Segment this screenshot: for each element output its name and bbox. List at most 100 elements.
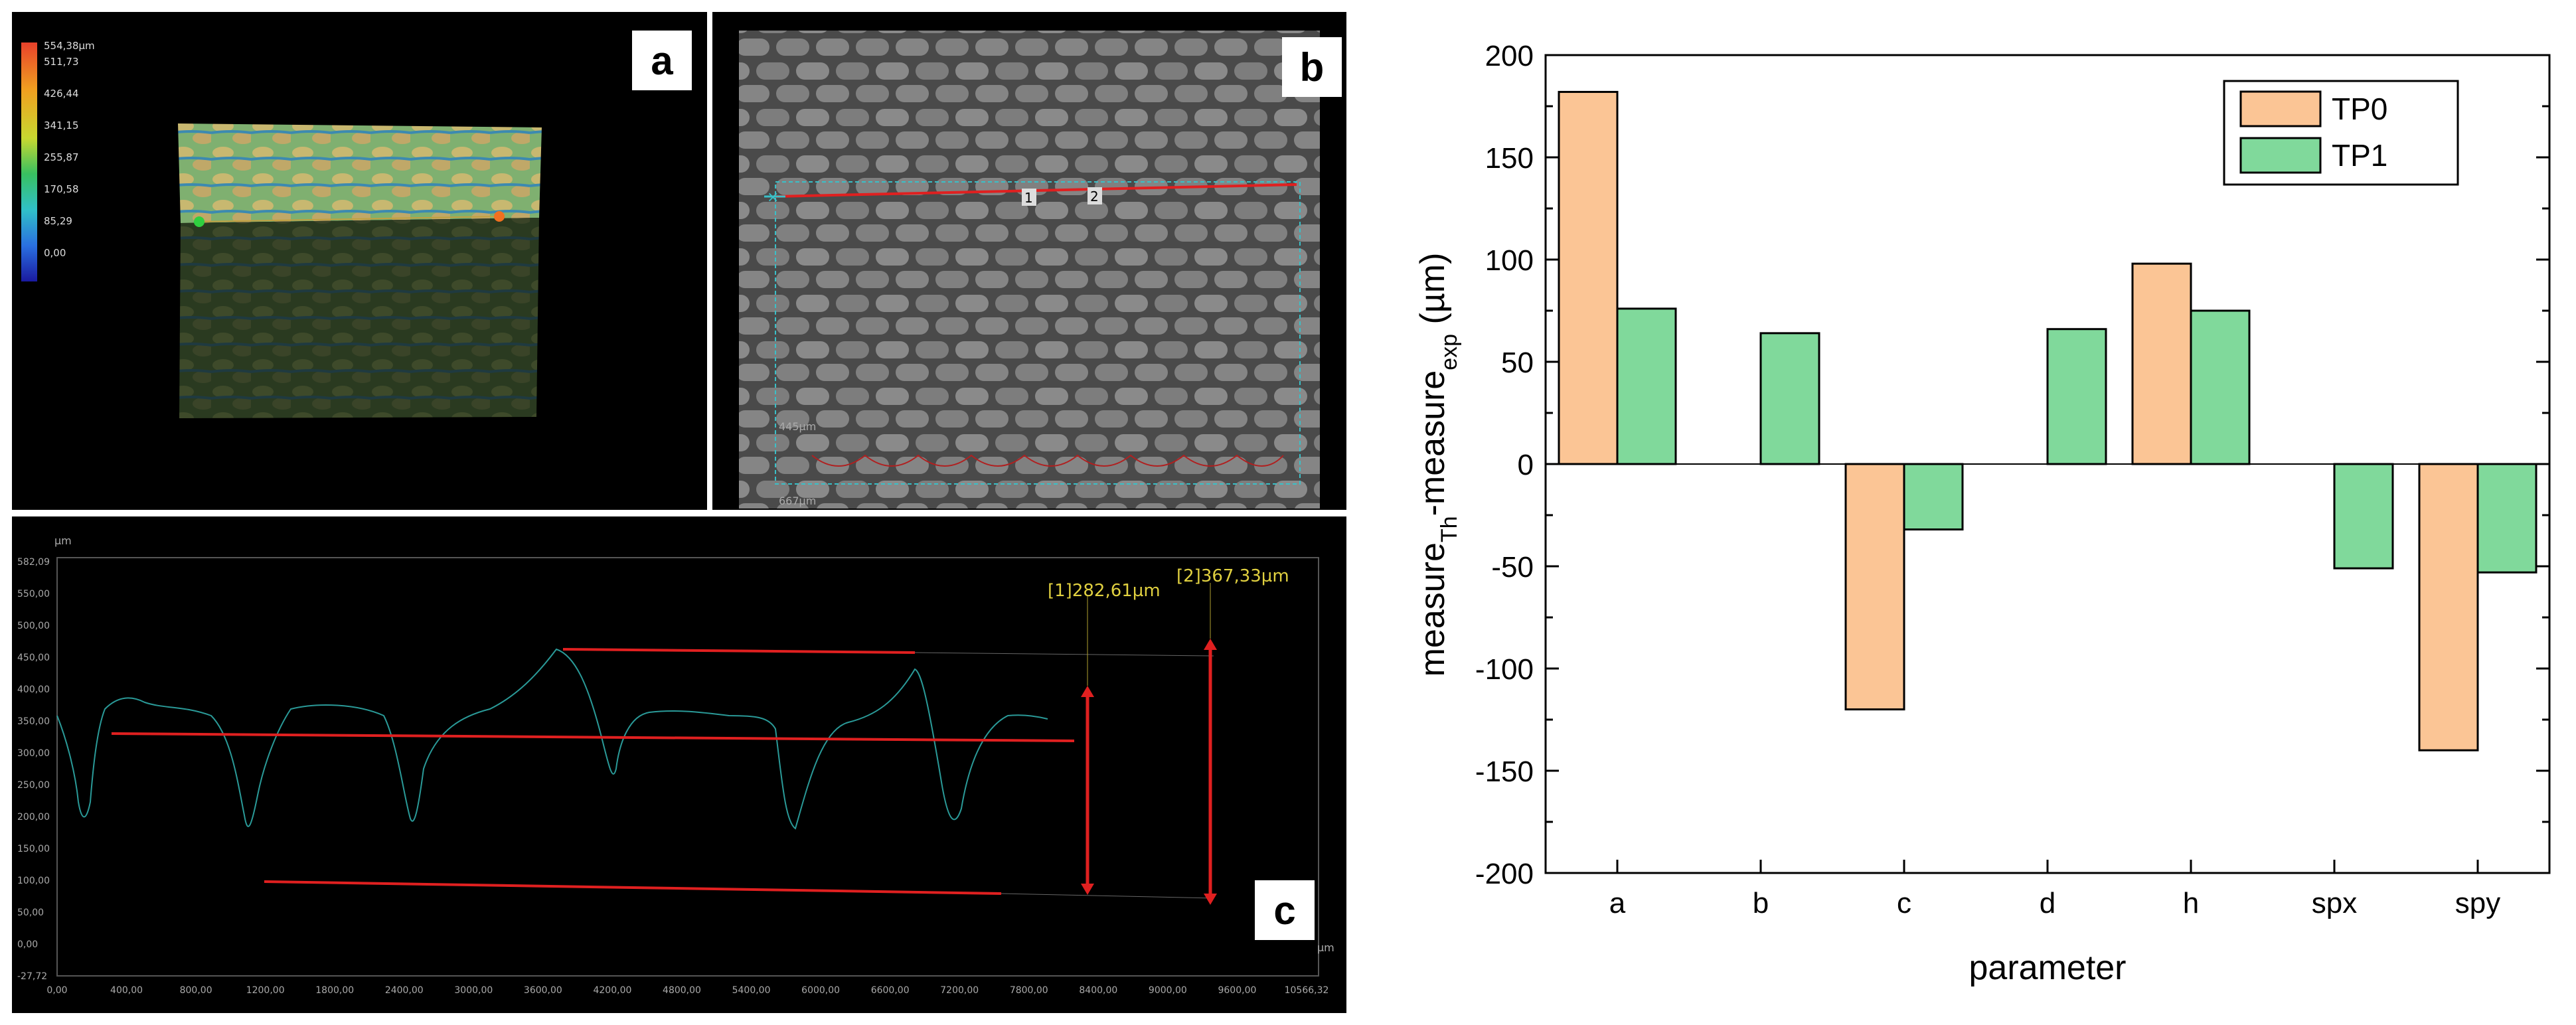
profile-x-tick: 10566,32 xyxy=(1285,985,1329,996)
optical-image-graphic: × 1 2 445µm 667µm xyxy=(739,31,1320,509)
profile-x-tick: 7800,00 xyxy=(1010,985,1048,996)
y-tick-label: 50 xyxy=(1501,347,1534,379)
bar-tp0-a xyxy=(1558,90,1619,465)
y-tick-label: 200 xyxy=(1485,40,1534,72)
profile-end-point xyxy=(494,211,505,222)
top-reference-line xyxy=(562,648,916,654)
surface-bottom xyxy=(179,218,539,418)
y-tick-label: -100 xyxy=(1475,653,1534,686)
bar-tp1-c xyxy=(1903,463,1964,531)
profile-y-tick: 200,00 xyxy=(17,812,50,823)
legend-swatch-tp1 xyxy=(2239,137,2322,174)
colorbar-label: 255,87 xyxy=(44,151,79,163)
profile-y-tick: 550,00 xyxy=(17,589,50,599)
bar-tp1-a xyxy=(1616,307,1677,465)
panel-a-height-map: 554,38µm 511,73 426,44 341,15 255,87 170,58 85… xyxy=(12,12,707,510)
y-tick-label: 100 xyxy=(1485,244,1534,277)
x-tick-label: spx xyxy=(2312,887,2357,919)
svg-text:×: × xyxy=(767,189,779,206)
profile-x-tick: 3000,00 xyxy=(454,985,493,996)
profile-x-tick: 9000,00 xyxy=(1149,985,1187,996)
x-tick-label: spy xyxy=(2455,887,2500,919)
bar-tp1-spy xyxy=(2476,463,2537,574)
profile-x-tick: 3600,00 xyxy=(524,985,562,996)
profile-y-tick: 350,00 xyxy=(17,716,50,727)
profile-y-tick: 300,00 xyxy=(17,748,50,759)
profile-y-tick: 150,00 xyxy=(17,844,50,854)
colorbar-label: 341,15 xyxy=(44,119,79,131)
panel-b-tag: b xyxy=(1282,37,1342,97)
profile-start-point xyxy=(194,216,204,227)
profile-x-tick: 6600,00 xyxy=(871,985,910,996)
profile-x-tick: 5400,00 xyxy=(732,985,771,996)
colorbar-label: 0,00 xyxy=(44,247,66,259)
colorbar xyxy=(21,42,37,281)
x-tick-label: a xyxy=(1609,887,1626,919)
bar-tp0-spy xyxy=(2418,463,2479,751)
scale-label-2: 667µm xyxy=(779,495,816,507)
profile-x-tick: 1200,00 xyxy=(246,985,285,996)
colorbar-labels: 554,38µm 511,73 426,44 341,15 255,87 170,58 85… xyxy=(44,40,95,259)
profile-y-ticks: 582,09 550,00 500,00 450,00 400,00 350,00 300,… xyxy=(17,557,50,982)
profile-y-tick: 582,09 xyxy=(17,557,50,568)
panel-a-tag: a xyxy=(632,31,692,90)
lower-reference-line xyxy=(264,880,1002,895)
bar-tp1-d xyxy=(2046,328,2107,465)
profile-y-tick: 50,00 xyxy=(17,907,44,918)
profile-x-unit: µm xyxy=(1317,941,1334,954)
x-tick-label: c xyxy=(1897,887,1911,919)
profile-y-tick: 100,00 xyxy=(17,876,50,886)
legend-swatch-tp0 xyxy=(2239,90,2322,127)
surface-top xyxy=(178,123,542,223)
colorbar-label: 85,29 xyxy=(44,215,72,227)
y-tick-label: -150 xyxy=(1475,755,1534,788)
marker-2: 2 xyxy=(1090,189,1099,204)
y-tick-label: -200 xyxy=(1475,858,1534,890)
colorbar-label: 426,44 xyxy=(44,88,79,100)
bars xyxy=(1558,90,2537,751)
profile-y-tick: 450,00 xyxy=(17,653,50,663)
profile-plot-area xyxy=(56,557,1319,977)
colorbar-label: 170,58 xyxy=(44,183,79,195)
profile-x-tick: 800,00 xyxy=(180,985,212,996)
profile-x-tick: 4800,00 xyxy=(663,985,701,996)
colorbar-label: 554,38µm xyxy=(44,40,95,52)
bar-tp1-spx xyxy=(2333,463,2394,570)
profile-x-ticks: 0,00 400,00 800,00 1200,00 1800,00 2400,00 300… xyxy=(46,985,1328,996)
height-map-graphic: 554,38µm 511,73 426,44 341,15 255,87 170,58 85… xyxy=(21,40,542,418)
bar-tp1-h xyxy=(2190,309,2251,465)
legend: TP0 TP1 xyxy=(2223,80,2459,186)
x-axis-label: parameter xyxy=(1969,949,2127,987)
x-tick-label: d xyxy=(2040,887,2055,919)
profile-x-tick: 2400,00 xyxy=(385,985,424,996)
profile-y-tick: 400,00 xyxy=(17,684,50,695)
x-tick-label: h xyxy=(2183,887,2199,919)
colorbar-label: 511,73 xyxy=(44,56,79,68)
bar-tp0-h xyxy=(2131,262,2192,465)
panel-c-height-profile: µm 582,09 550,00 500,00 450,00 400,00 350,00 3… xyxy=(12,516,1346,1013)
measurement-region xyxy=(775,181,1301,485)
measure-1-label: [1]282,61µm xyxy=(1048,581,1161,601)
profile-x-tick: 7200,00 xyxy=(940,985,979,996)
x-axis: a b c d h spx spy xyxy=(1609,860,2500,919)
scale-label-1: 445µm xyxy=(779,420,816,433)
panel-b-optical-image: × 1 2 445µm 667µm b xyxy=(712,12,1346,510)
marker-1: 1 xyxy=(1024,190,1033,206)
profile-x-tick: 4200,00 xyxy=(593,985,631,996)
y-axis: -200 -150 -100 -50 0 50 100 150 200 xyxy=(1475,40,2549,890)
y-tick-label: 150 xyxy=(1485,142,1534,175)
legend-label-tp1: TP1 xyxy=(2332,138,2387,173)
panel-c-tag: c xyxy=(1255,880,1315,940)
bar-tp0-c xyxy=(1844,463,1905,711)
profile-y-tick: 0,00 xyxy=(17,939,38,950)
profile-x-tick: 8400,00 xyxy=(1079,985,1117,996)
legend-label-tp0: TP0 xyxy=(2332,92,2387,126)
upper-reference-line xyxy=(111,732,1075,742)
y-tick-label: 0 xyxy=(1518,449,1534,481)
profile-x-tick: 9600,00 xyxy=(1218,985,1256,996)
profile-y-tick: -27,72 xyxy=(17,971,47,982)
y-axis-label: measureTh-measureexp (µm) xyxy=(1413,253,1462,677)
profile-x-tick: 0,00 xyxy=(46,985,67,996)
profile-x-tick: 1800,00 xyxy=(315,985,354,996)
